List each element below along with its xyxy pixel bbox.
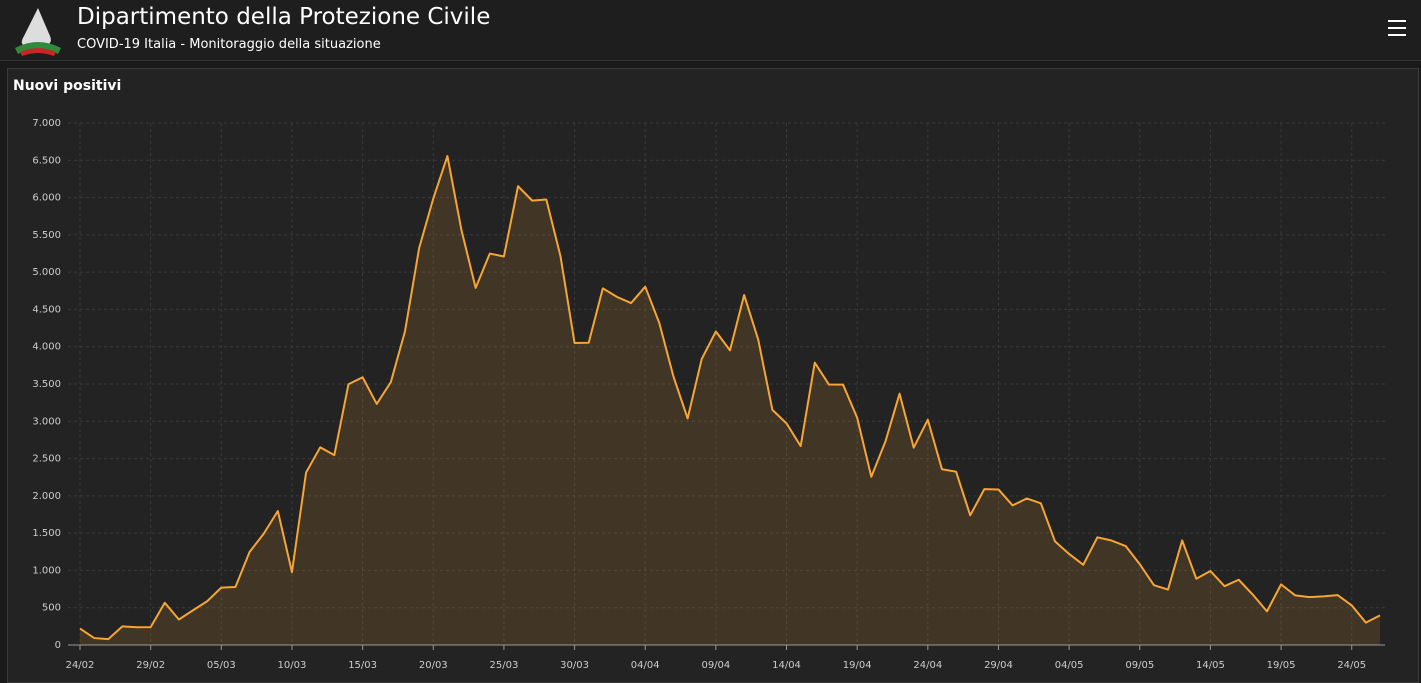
- x-tick-label: 29/04: [984, 660, 1013, 671]
- x-tick-label: 24/04: [913, 660, 942, 671]
- x-tick-label: 04/04: [631, 660, 660, 671]
- chart-panel: [7, 68, 1419, 683]
- menu-button[interactable]: [1388, 20, 1408, 38]
- x-tick-label: 09/05: [1125, 660, 1154, 671]
- y-tick-label: 1.000: [32, 565, 61, 576]
- y-tick-label: 4.000: [32, 342, 61, 353]
- header-title: Dipartimento della Protezione Civile: [77, 4, 491, 30]
- y-tick-label: 2.000: [32, 491, 61, 502]
- header-subtitle: COVID-19 Italia - Monitoraggio della sit…: [77, 37, 381, 52]
- x-tick-label: 24/05: [1337, 660, 1366, 671]
- x-tick-label: 24/02: [66, 660, 95, 671]
- x-tick-label: 14/05: [1196, 660, 1225, 671]
- y-tick-label: 6.000: [32, 193, 61, 204]
- x-tick-label: 05/03: [207, 660, 236, 671]
- x-tick-label: 15/03: [348, 660, 377, 671]
- y-tick-label: 0: [55, 640, 61, 651]
- y-tick-label: 1.500: [32, 528, 61, 539]
- y-tick-label: 5.000: [32, 267, 61, 278]
- area: [80, 156, 1380, 645]
- x-tick-label: 09/04: [701, 660, 730, 671]
- y-tick-label: 2.500: [32, 454, 61, 465]
- chart-title: Nuovi positivi: [13, 78, 122, 94]
- y-tick-label: 4.500: [32, 304, 61, 315]
- x-tick-label: 19/05: [1267, 660, 1296, 671]
- y-tick-label: 3.500: [32, 379, 61, 390]
- x-tick-label: 30/03: [560, 660, 589, 671]
- y-tick-label: 6.500: [32, 155, 61, 166]
- y-tick-label: 3.000: [32, 416, 61, 427]
- header: Dipartimento della Protezione Civile COV…: [0, 0, 1421, 61]
- x-tick-label: 19/04: [843, 660, 872, 671]
- line: [79, 155, 1381, 641]
- logo[interactable]: [10, 2, 70, 62]
- x-tick-label: 29/02: [136, 660, 165, 671]
- y-tick-label: 500: [42, 603, 61, 614]
- x-tick-label: 20/03: [419, 660, 448, 671]
- y-tick-label: 7.000: [32, 118, 61, 129]
- x-tick-label: 14/04: [772, 660, 801, 671]
- x-tick-label: 04/05: [1055, 660, 1084, 671]
- x-tick-label: 10/03: [278, 660, 307, 671]
- x-tick-label: 25/03: [489, 660, 518, 671]
- y-tick-label: 5.500: [32, 230, 61, 241]
